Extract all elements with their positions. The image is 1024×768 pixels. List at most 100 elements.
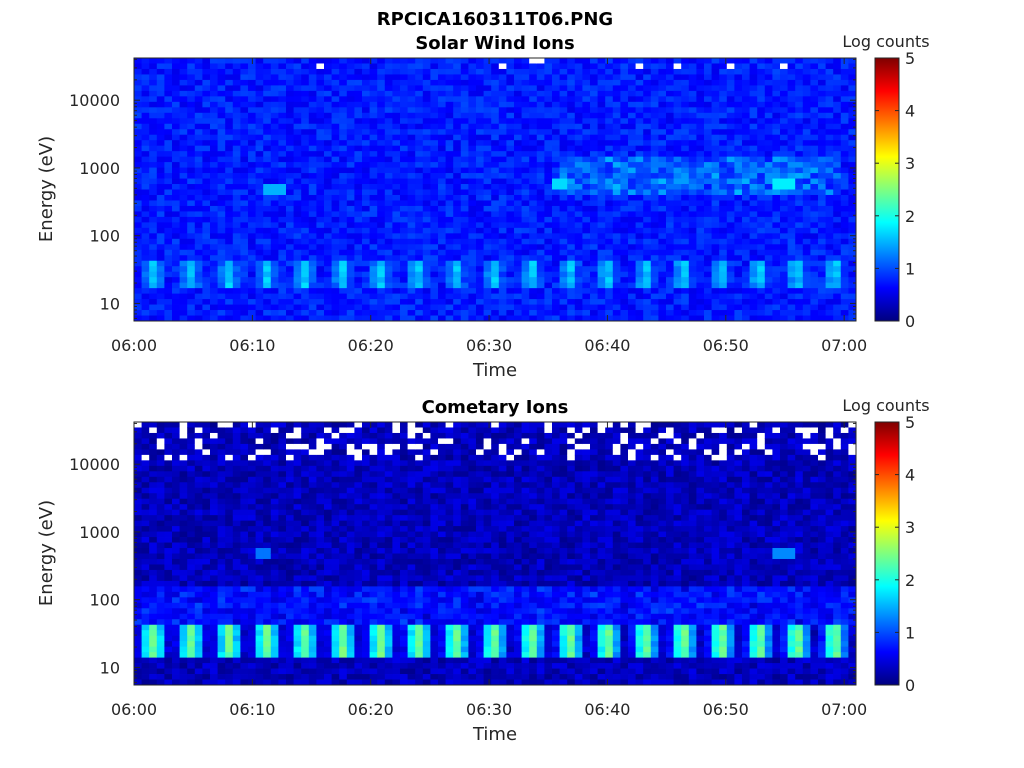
heatmap-cell <box>818 112 826 119</box>
heatmap-cell <box>552 244 560 251</box>
heatmap-cell <box>293 85 302 92</box>
heatmap-cell <box>141 465 150 472</box>
heatmap-cell <box>643 134 652 141</box>
heatmap-cell <box>704 173 712 179</box>
heatmap-cell <box>232 277 241 284</box>
heatmap-cell <box>635 211 644 218</box>
heatmap-cell <box>711 112 720 119</box>
heatmap-cell <box>643 112 652 119</box>
heatmap-cell <box>719 271 728 278</box>
heatmap-cell <box>362 194 370 201</box>
heatmap-cell <box>825 266 834 273</box>
heatmap-cell <box>438 107 446 114</box>
heatmap-cell <box>491 310 500 316</box>
heatmap-cell <box>643 194 652 201</box>
heatmap-cell <box>179 118 188 125</box>
heatmap-cell <box>149 520 158 527</box>
heatmap-cell <box>134 233 142 240</box>
heatmap-cell <box>134 101 142 108</box>
heatmap-cell <box>605 162 614 168</box>
heatmap-cell <box>749 96 758 103</box>
heatmap-cell <box>400 244 408 251</box>
heatmap-cell <box>460 189 469 196</box>
heatmap-cell <box>749 74 758 81</box>
heatmap-cell <box>650 277 659 284</box>
heatmap-cell <box>514 293 522 300</box>
heatmap-cell <box>795 58 804 64</box>
heatmap-cell <box>156 624 165 631</box>
heatmap-cell <box>179 304 188 311</box>
heatmap-cell <box>460 167 469 174</box>
heatmap-cell <box>825 277 834 284</box>
heatmap-cell <box>514 277 522 284</box>
heatmap-cell <box>354 156 363 163</box>
heatmap-cell <box>787 140 796 147</box>
heatmap-cell <box>688 189 697 196</box>
heatmap-cell <box>544 205 553 212</box>
heatmap-cell <box>696 58 705 64</box>
heatmap-cell <box>681 178 690 185</box>
heatmap-cell <box>673 68 682 75</box>
heatmap-cell <box>605 85 614 92</box>
heatmap-cell <box>772 189 781 196</box>
heatmap-cell <box>164 471 173 478</box>
heatmap-cell <box>802 151 811 158</box>
heatmap-cell <box>301 200 310 207</box>
heatmap-cell <box>225 123 234 130</box>
heatmap-cell <box>764 151 773 158</box>
heatmap-cell <box>453 233 462 240</box>
heatmap-cell <box>681 68 690 75</box>
heatmap-cell <box>422 238 431 245</box>
heatmap-cell <box>217 211 226 218</box>
heatmap-cell <box>483 123 492 130</box>
heatmap-cell <box>818 129 826 136</box>
heatmap-cell <box>149 173 158 179</box>
heatmap-cell <box>840 222 849 229</box>
heatmap-cell <box>582 288 591 295</box>
heatmap-cell <box>346 310 355 316</box>
heatmap-cell <box>650 200 659 207</box>
heatmap-cell <box>263 189 272 196</box>
heatmap-cell <box>255 233 264 240</box>
heatmap-cell <box>141 85 150 92</box>
heatmap-cell <box>802 178 811 185</box>
heatmap-cell <box>742 90 750 97</box>
heatmap-cell <box>559 63 568 70</box>
heatmap-cell <box>384 68 393 75</box>
heatmap-cell <box>536 151 545 158</box>
heatmap-cell <box>232 173 241 179</box>
heatmap-cell <box>286 293 294 300</box>
heatmap-cell <box>711 162 720 168</box>
heatmap-cell <box>369 310 378 316</box>
heatmap-cell <box>780 134 788 141</box>
heatmap-cell <box>559 101 568 108</box>
heatmap-cell <box>582 238 591 245</box>
heatmap-cell <box>643 266 652 273</box>
heatmap-cell <box>141 162 150 168</box>
heatmap-cell <box>567 134 576 141</box>
heatmap-cell <box>453 151 462 158</box>
heatmap-cell <box>795 129 804 136</box>
heatmap-cell <box>658 271 667 278</box>
heatmap-cell <box>476 107 484 114</box>
heatmap-cell <box>384 101 393 108</box>
heatmap-cell <box>529 123 538 130</box>
heatmap-cell <box>780 173 788 179</box>
heatmap-cell <box>772 107 781 114</box>
heatmap-cell <box>362 90 370 97</box>
heatmap-cell <box>308 63 317 70</box>
heatmap-cell <box>757 68 766 75</box>
heatmap-cell <box>301 255 310 262</box>
heatmap-cell <box>597 266 606 273</box>
heatmap-cell <box>749 200 758 207</box>
heatmap-cell <box>232 156 241 163</box>
heatmap-cell <box>339 310 348 316</box>
heatmap-cell <box>149 624 158 631</box>
heatmap-cell <box>392 255 401 262</box>
heatmap-cell <box>787 260 796 267</box>
heatmap-cell <box>780 194 788 201</box>
heatmap-cell <box>149 112 158 119</box>
heatmap-cell <box>818 184 826 190</box>
heatmap-cell <box>795 63 804 70</box>
heatmap-cell <box>468 222 477 229</box>
